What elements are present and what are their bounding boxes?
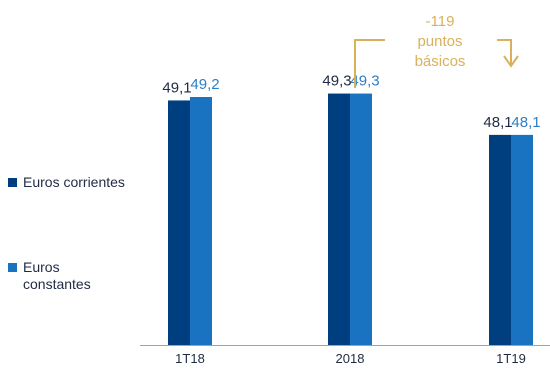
data-label-corrientes-2018: 49,3 xyxy=(322,73,351,90)
legend-item-corrientes: Euros corrientes xyxy=(8,174,125,191)
bar-corrientes-1t19 xyxy=(489,134,511,345)
x-tick-label-2018: 2018 xyxy=(336,351,365,366)
x-tick-label-1t18: 1T18 xyxy=(175,351,205,366)
data-label-corrientes-1t19: 48,1 xyxy=(483,114,512,131)
bar-constantes-1t18 xyxy=(190,97,212,345)
legend-swatch-constantes xyxy=(8,263,17,272)
annotation-line-1: -119 xyxy=(425,13,455,30)
bar-constantes-2018 xyxy=(350,93,372,345)
legend-item-constantes: Euros constantes xyxy=(8,259,128,293)
annotation-line-3: básicos xyxy=(414,53,466,70)
annotation-arrow-shaft xyxy=(497,39,512,66)
bar-corrientes-1t18 xyxy=(168,100,190,345)
annotation-bracket xyxy=(354,39,385,88)
data-label-constantes-1t19: 48,1 xyxy=(511,114,540,131)
bar-constantes-1t19 xyxy=(511,134,533,345)
data-label-constantes-2018: 49,3 xyxy=(350,73,379,90)
annotation-line-2: puntos xyxy=(417,33,463,50)
legend-label-corrientes: Euros corrientes xyxy=(23,174,125,190)
legend-swatch-corrientes xyxy=(8,178,17,187)
annotation-arrow-head xyxy=(503,55,519,68)
x-tick-label-1t19: 1T19 xyxy=(496,351,526,366)
legend-label-constantes: Euros constantes xyxy=(23,259,91,292)
bar-corrientes-2018 xyxy=(328,93,350,345)
data-label-corrientes-1t18: 49,1 xyxy=(162,79,191,96)
data-label-constantes-1t18: 49,2 xyxy=(190,76,219,93)
